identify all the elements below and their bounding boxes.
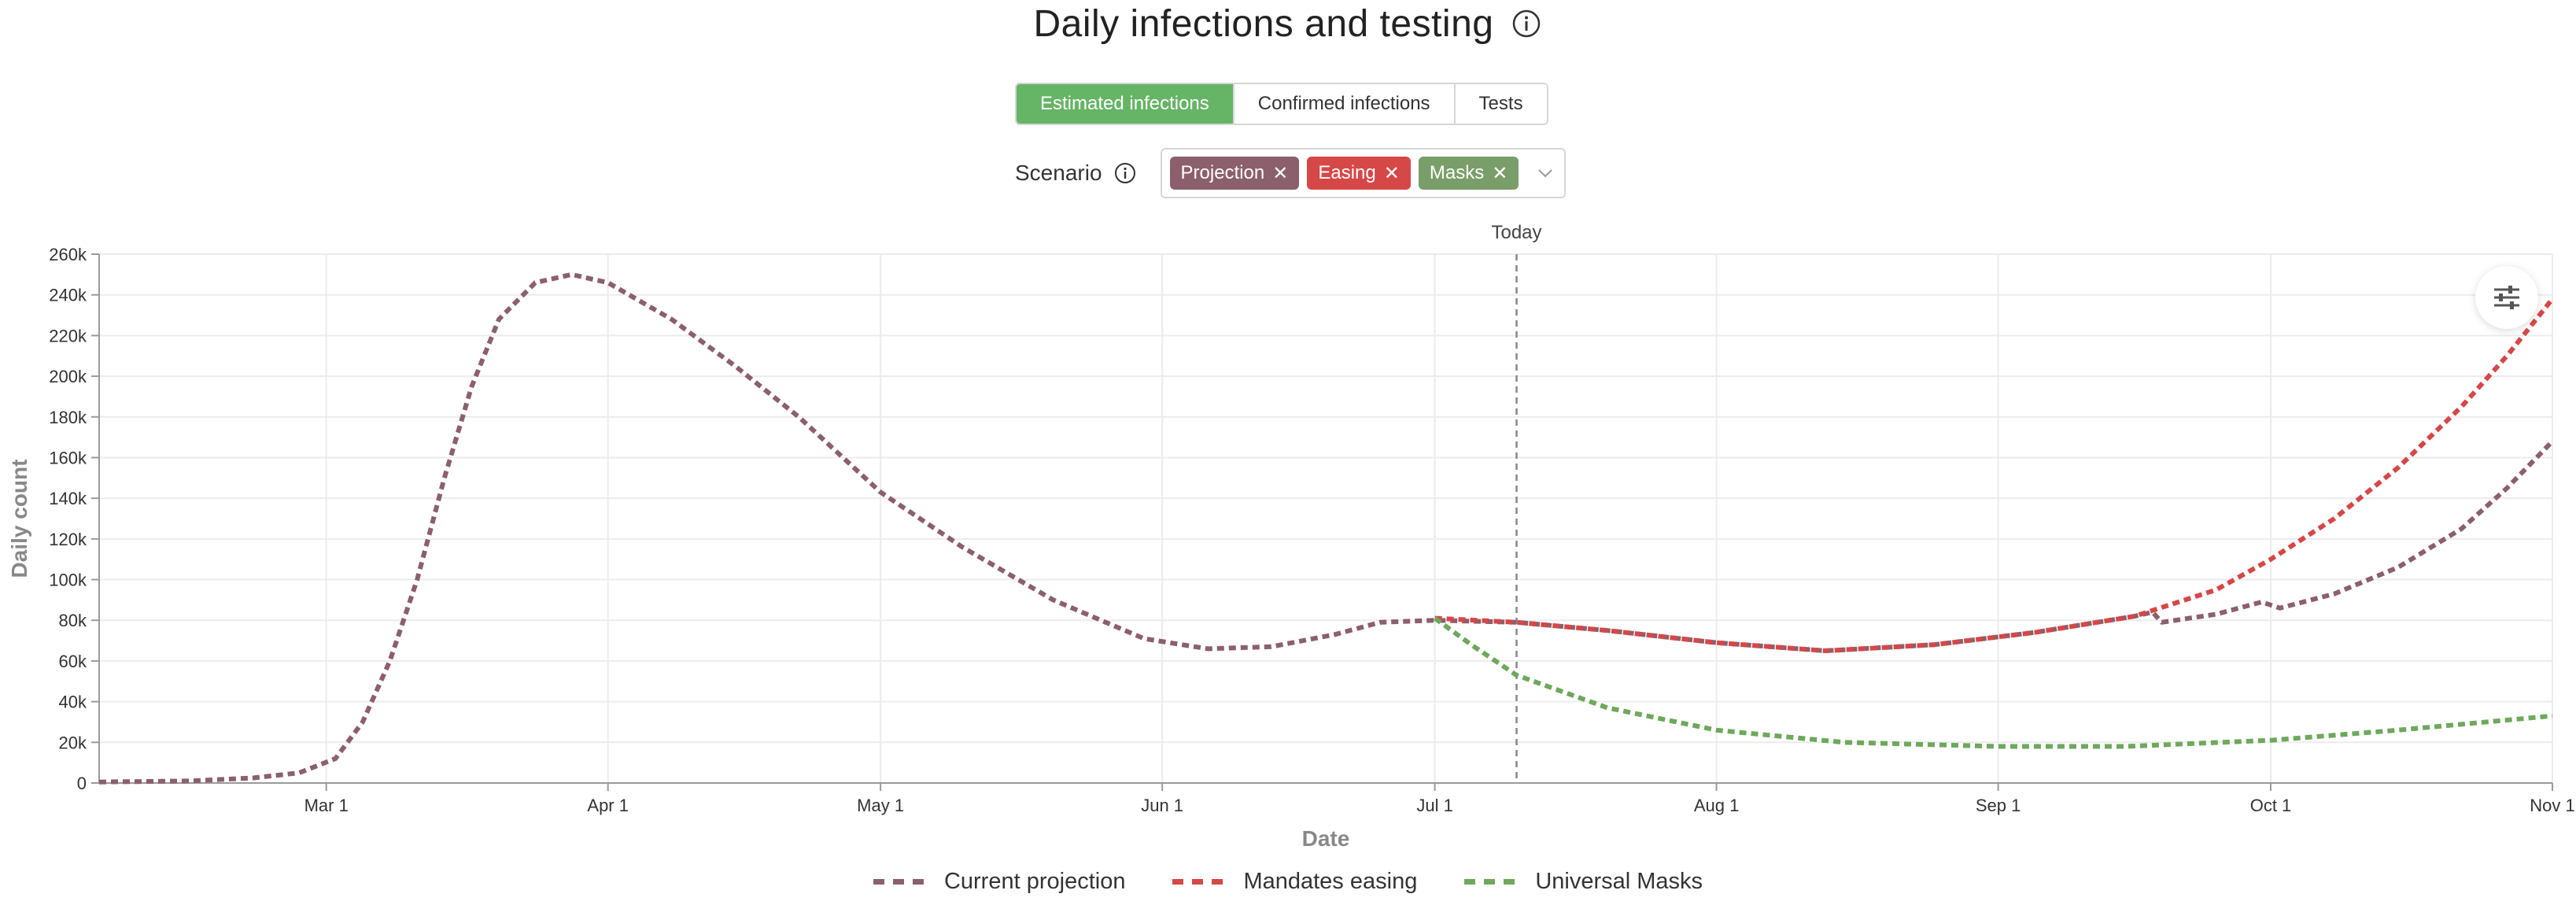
info-icon[interactable] — [1113, 161, 1137, 185]
legend-item-projection[interactable]: Current projection — [873, 868, 1126, 895]
sliders-icon — [2494, 286, 2519, 309]
metric-tabs: Estimated infections Confirmed infection… — [1015, 83, 1548, 125]
y-tick-label: 60k — [59, 652, 87, 671]
y-tick-label: 200k — [49, 367, 87, 386]
x-tick-label: Oct 1 — [2250, 796, 2292, 815]
close-icon[interactable]: ✕ — [1492, 162, 1508, 184]
y-tick-label: 100k — [49, 571, 87, 590]
tab-estimated-infections[interactable]: Estimated infections — [1017, 84, 1234, 124]
today-marker-label: Today — [1491, 222, 1541, 243]
x-tick-label: Jun 1 — [1141, 796, 1183, 815]
x-tick-label: Sep 1 — [1976, 796, 2021, 815]
chart-title-row: Daily infections and testing — [0, 0, 2576, 47]
chevron-down-icon[interactable] — [1534, 162, 1556, 184]
y-tick-label: 220k — [49, 326, 87, 345]
scenario-tag-projection[interactable]: Projection ✕ — [1169, 157, 1300, 190]
scenario-tag-masks[interactable]: Masks ✕ — [1418, 157, 1519, 190]
tab-tests[interactable]: Tests — [1455, 84, 1547, 124]
scenario-selector-row: Scenario Projection ✕ Easing ✕ Masks ✕ — [1015, 148, 1567, 198]
scenario-tag-easing[interactable]: Easing ✕ — [1307, 157, 1411, 190]
legend-label: Mandates easing — [1243, 868, 1418, 894]
tag-label: Easing — [1318, 162, 1376, 183]
y-tick-label: 40k — [59, 693, 87, 712]
scenario-multiselect[interactable]: Projection ✕ Easing ✕ Masks ✕ — [1160, 148, 1567, 198]
y-tick-label: 260k — [49, 245, 87, 264]
series-line-0 — [98, 271, 2555, 785]
close-icon[interactable]: ✕ — [1272, 162, 1289, 184]
x-axis-title: Date — [1302, 826, 1350, 851]
y-tick-label: 140k — [49, 489, 87, 508]
x-tick-label: Jul 1 — [1416, 796, 1452, 815]
y-tick-label: 20k — [59, 733, 87, 752]
x-tick-label: May 1 — [857, 796, 904, 815]
legend-swatch — [873, 878, 924, 885]
tag-label: Projection — [1180, 162, 1265, 183]
page-title: Daily infections and testing — [1033, 2, 1494, 45]
legend-swatch — [1172, 878, 1223, 885]
y-tick-label: 240k — [49, 286, 87, 305]
chart-settings-button[interactable] — [2475, 266, 2538, 329]
close-icon[interactable]: ✕ — [1383, 162, 1400, 184]
legend-label: Universal Masks — [1535, 868, 1703, 894]
legend-item-masks[interactable]: Universal Masks — [1464, 869, 1703, 895]
x-tick-label: Mar 1 — [304, 796, 349, 815]
y-tick-label: 160k — [49, 448, 87, 467]
y-tick-label: 80k — [59, 611, 87, 630]
y-tick-label: 120k — [49, 530, 87, 549]
legend-swatch — [1464, 878, 1515, 885]
x-tick-label: Aug 1 — [1694, 796, 1740, 815]
y-axis-title: Daily count — [7, 460, 31, 578]
scenario-label: Scenario — [1015, 161, 1102, 185]
tab-confirmed-infections[interactable]: Confirmed infections — [1234, 84, 1456, 124]
legend-item-easing[interactable]: Mandates easing — [1172, 869, 1417, 895]
y-tick-label: 0 — [77, 774, 87, 793]
x-tick-label: Nov 1 — [2530, 796, 2574, 815]
chart-legend: Current projection Mandates easing Unive… — [0, 862, 2576, 901]
info-icon[interactable] — [1511, 8, 1542, 39]
x-tick-label: Apr 1 — [587, 796, 629, 815]
tag-label: Masks — [1429, 162, 1485, 183]
legend-label: Current projection — [943, 868, 1126, 894]
y-tick-label: 180k — [49, 408, 87, 427]
series-line-1 — [1434, 297, 2555, 653]
